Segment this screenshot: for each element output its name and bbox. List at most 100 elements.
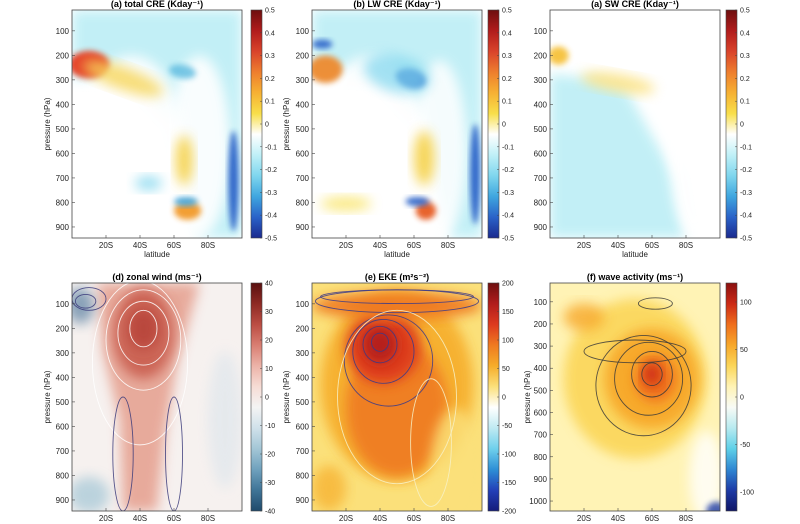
colorbar-tick-label: -0.5: [502, 236, 514, 243]
colorbar-tick-label: 0: [740, 122, 744, 129]
y-axis-label: pressure (hPa): [43, 97, 52, 150]
colorbar-tick-label: 50: [740, 347, 748, 354]
x-tick-label: 60S: [407, 514, 421, 523]
y-tick-label: 300: [56, 349, 70, 358]
plot-frame: [549, 9, 721, 239]
y-tick-label: 100: [56, 27, 70, 36]
x-tick-label: 20S: [339, 514, 353, 523]
panel-2: (b) LW CRE (Kday⁻¹) 100 200 300 400 500 600 700…: [282, 0, 514, 259]
x-tick-label: 20S: [99, 514, 113, 523]
colorbar-tick-label: 0: [265, 395, 269, 402]
y-tick-label: 500: [56, 125, 70, 134]
plot-frame: [311, 9, 483, 239]
y-tick-label: 800: [296, 471, 310, 480]
colorbar-tick-label: 0.1: [502, 99, 512, 106]
x-tick-label: 40S: [373, 514, 387, 523]
colorbar-tick-label: -0.5: [740, 236, 752, 243]
x-tick-label: 40S: [373, 241, 387, 250]
colorbar-tick-label: -100: [502, 452, 516, 459]
x-axis-label: latitude: [622, 250, 648, 259]
data-field: [312, 10, 482, 238]
colorbar-tick-label: 100: [502, 338, 514, 345]
x-tick-label: 40S: [611, 514, 625, 523]
y-tick-label: 200: [534, 51, 548, 60]
plot-frame: [549, 282, 721, 512]
colorbar-tick-label: 0: [502, 395, 506, 402]
y-tick-label: 1000: [529, 497, 547, 506]
y-tick-label: 900: [534, 223, 548, 232]
y-tick-label: 200: [296, 51, 310, 60]
colorbar-tick-label: -0.3: [265, 190, 277, 197]
y-tick-label: 400: [56, 100, 70, 109]
y-tick-label: 700: [534, 174, 548, 183]
colorbar-tick-label: 0.1: [265, 99, 275, 106]
colorbar-tick-label: -200: [502, 509, 516, 516]
colorbar-tick-label: -0.4: [502, 213, 514, 220]
x-tick-label: 80S: [201, 514, 215, 523]
panel-6: (f) wave activity (ms⁻¹)1002003004005006…: [523, 272, 754, 524]
colorbar-tick-label: 40: [265, 281, 273, 288]
x-tick-label: 60S: [167, 241, 181, 250]
colorbar-tick-label: -0.2: [502, 167, 514, 174]
x-axis-label: latitude: [144, 250, 170, 259]
y-tick-label: 900: [296, 496, 310, 505]
y-tick-label: 100: [534, 27, 548, 36]
colorbar-tick-label: 0: [502, 122, 506, 129]
y-tick-label: 200: [534, 320, 548, 329]
data-field: [550, 283, 720, 511]
colorbar-tick-label: 0.1: [740, 99, 750, 106]
y-tick-label: 600: [56, 149, 70, 158]
y-tick-label: 400: [534, 100, 548, 109]
y-tick-label: 500: [56, 398, 70, 407]
colorbar-tick-label: -10: [265, 423, 275, 430]
colorbar-tick-label: -20: [265, 452, 275, 459]
y-tick-label: 600: [534, 408, 548, 417]
panel-title: (b) LW CRE (Kday⁻¹): [353, 0, 440, 9]
y-tick-label: 300: [534, 76, 548, 85]
data-field: [72, 283, 242, 511]
plot-frame: [71, 282, 243, 512]
y-tick-label: 100: [534, 298, 548, 307]
y-tick-label: 400: [296, 100, 310, 109]
colorbar-tick-label: 0.5: [502, 8, 512, 15]
colorbar-tick-label: -0.4: [740, 213, 752, 220]
plot-frame: [311, 282, 483, 512]
y-tick-label: 300: [534, 342, 548, 351]
colorbar-tick-label: 0.2: [502, 76, 512, 83]
y-tick-label: 600: [296, 422, 310, 431]
panel-title: (a) total CRE (Kday⁻¹): [111, 0, 203, 9]
panel-title: (e) EKE (m²s⁻²): [365, 272, 429, 282]
y-tick-label: 800: [56, 471, 70, 480]
y-tick-label: 600: [56, 422, 70, 431]
panel-title: (a) SW CRE (Kday⁻¹): [591, 0, 679, 9]
y-tick-label: 500: [296, 125, 310, 134]
colorbar-tick-label: 0.3: [265, 53, 275, 60]
x-tick-label: 20S: [577, 241, 591, 250]
x-tick-label: 80S: [679, 241, 693, 250]
y-tick-label: 800: [534, 198, 548, 207]
x-tick-label: 20S: [99, 241, 113, 250]
x-tick-label: 40S: [133, 514, 147, 523]
x-tick-label: 20S: [577, 514, 591, 523]
y-tick-label: 700: [296, 174, 310, 183]
y-tick-label: 800: [56, 198, 70, 207]
y-tick-label: 300: [296, 349, 310, 358]
colorbar-tick-label: 0.2: [265, 76, 275, 83]
colorbar-tick-label: 0: [740, 395, 744, 402]
colorbar-tick-label: 150: [502, 309, 514, 316]
x-tick-label: 80S: [441, 241, 455, 250]
colorbar-tick-label: 30: [265, 309, 273, 316]
y-tick-label: 700: [56, 447, 70, 456]
y-tick-label: 500: [296, 398, 310, 407]
x-tick-label: 80S: [201, 241, 215, 250]
colorbar-tick-label: 0.5: [740, 8, 750, 15]
y-tick-label: 300: [56, 76, 70, 85]
y-tick-label: 700: [296, 447, 310, 456]
y-tick-label: 500: [534, 125, 548, 134]
colorbar-tick-label: -0.5: [265, 236, 277, 243]
y-tick-label: 900: [56, 496, 70, 505]
x-tick-label: 40S: [133, 241, 147, 250]
colorbar-tick-label: 0: [265, 122, 269, 129]
colorbar-tick-label: -40: [265, 509, 275, 516]
